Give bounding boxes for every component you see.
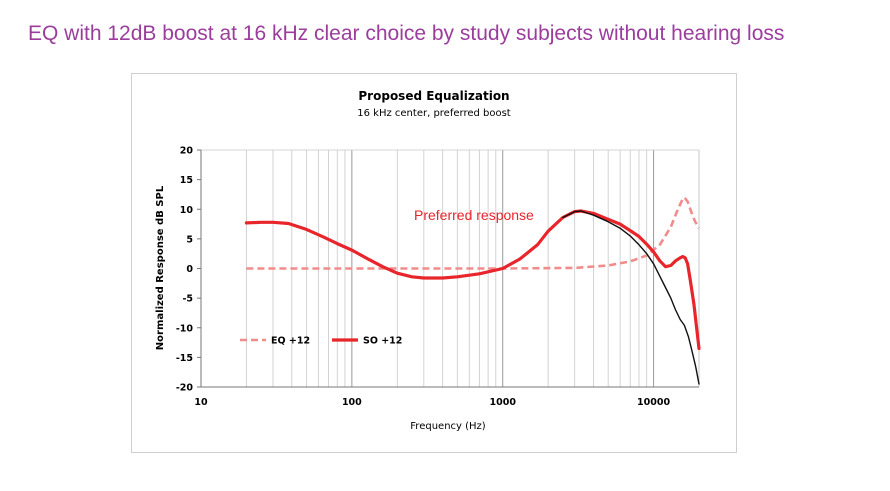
chart-title: Proposed Equalization (358, 89, 509, 103)
series-layer (244, 196, 701, 385)
legend: EQ +12 SO +12 (240, 336, 402, 347)
y-tick-label: -20 (176, 383, 194, 394)
x-tick-label: 10 (194, 397, 208, 408)
y-tick-label: -5 (182, 294, 193, 305)
series-line-so-12 (244, 209, 701, 351)
chart-frame: Proposed Equalization 16 kHz center, pre… (131, 73, 737, 453)
y-tick-label: 10 (180, 205, 194, 216)
y-tick-label: -10 (176, 323, 194, 334)
chart-subtitle: 16 kHz center, preferred boost (357, 108, 511, 119)
y-tick-label: 15 (180, 175, 193, 186)
slide-title: EQ with 12dB boost at 16 kHz clear choic… (28, 22, 785, 45)
x-tick-label: 1000 (489, 397, 516, 408)
legend-label: SO +12 (363, 336, 402, 347)
legend-label: EQ +12 (271, 336, 310, 347)
y-tick-label: 5 (186, 234, 193, 245)
annotation-preferred-response: Preferred response (414, 207, 534, 223)
y-tick-label: -15 (176, 353, 193, 364)
y-axis-label: Normalized Response dB SPL (155, 185, 166, 350)
series-line-unlabeled (562, 210, 700, 385)
x-tick-label: 10000 (637, 397, 670, 408)
y-tick-label: 20 (180, 146, 194, 157)
x-tick-label: 100 (342, 397, 362, 408)
y-tick-label: 0 (186, 264, 193, 275)
x-axis-label: Frequency (Hz) (410, 421, 486, 432)
series-line-eq-12 (246, 196, 701, 270)
chart-svg: Proposed Equalization 16 kHz center, pre… (155, 89, 701, 432)
